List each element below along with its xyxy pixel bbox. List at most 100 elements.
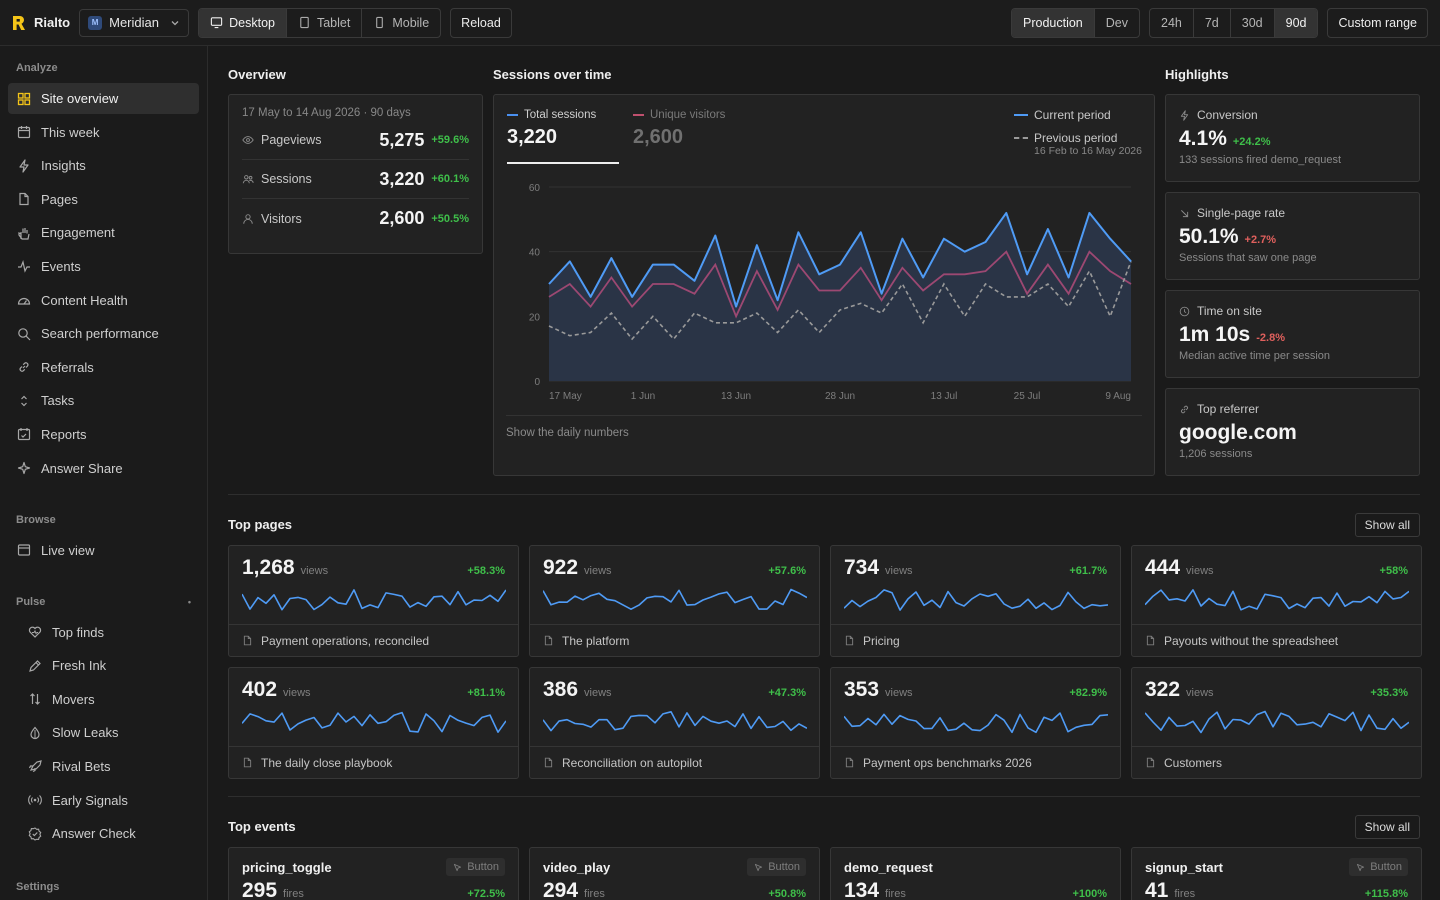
- tab-value: 3,220: [507, 126, 558, 148]
- env-option-production[interactable]: Production: [1012, 8, 1095, 37]
- top-event-card[interactable]: signup_start Button 41 fires +115.8%: [1131, 847, 1422, 900]
- sidebar-item-insights[interactable]: Insights: [8, 150, 199, 181]
- show-daily-numbers-link[interactable]: Show the daily numbers: [506, 427, 629, 439]
- app-logo[interactable]: Rialto: [12, 15, 70, 31]
- highlight-change: +2.7%: [1244, 234, 1277, 246]
- sidebar-item-label: Slow Leaks: [52, 725, 119, 741]
- custom-range-button[interactable]: Custom range: [1327, 7, 1428, 38]
- top-page-card[interactable]: 322 views +35.3% Customers: [1131, 667, 1422, 779]
- sidebar-section-browse: Browse: [16, 513, 56, 526]
- top-page-card[interactable]: 444 views +58% Payouts without the spreads…: [1131, 545, 1422, 657]
- event-fires-value: 294: [543, 879, 579, 900]
- sidebar-item-reports[interactable]: Reports: [8, 419, 199, 450]
- page-views-value: 444: [1145, 556, 1181, 579]
- sidebar-item-engagement[interactable]: Engagement: [8, 217, 199, 248]
- highlight-value: 50.1%: [1179, 225, 1239, 248]
- sidebar-item-tasks[interactable]: Tasks: [8, 385, 199, 416]
- sidebar-item-fresh-ink[interactable]: Fresh Ink: [8, 650, 199, 681]
- overview-row-visitors[interactable]: Visitors 2,600 +50.5%: [242, 199, 469, 238]
- chart-legend: Current period Previous period 16 Feb to…: [1014, 108, 1142, 157]
- top-page-card[interactable]: 353 views +82.9% Payment ops benchmarks 20…: [830, 667, 1121, 779]
- sidebar-item-site-overview[interactable]: Site overview: [8, 83, 199, 114]
- range-option-7d[interactable]: 7d: [1194, 8, 1231, 37]
- highlight-card-conversion[interactable]: Conversion 4.1% +24.2% 133 sessions fired…: [1165, 94, 1420, 182]
- sidebar-item-top-finds[interactable]: Top finds: [8, 617, 199, 648]
- sidebar-item-pages[interactable]: Pages: [8, 184, 199, 215]
- sidebar-item-label: Pages: [41, 191, 78, 207]
- overview-row-pageviews[interactable]: Pageviews 5,275 +59.6%: [242, 121, 469, 160]
- mobile-icon: [376, 16, 384, 29]
- device-option-mobile[interactable]: Mobile: [362, 9, 440, 37]
- top-pages-show-all-button[interactable]: Show all: [1354, 513, 1420, 537]
- range-option-90d[interactable]: 90d: [1274, 8, 1318, 37]
- range-option-30d[interactable]: 30d: [1231, 8, 1275, 37]
- page-title-row: Payment operations, reconciled: [229, 624, 518, 656]
- event-fires-value: 295: [242, 879, 278, 900]
- sessions-chart[interactable]: 0 20 40 60 17 May 1 Jun 13 Jun 28 Jun 13 Jul 25 J…: [494, 175, 1154, 415]
- page-title-row: The platform: [530, 624, 819, 656]
- site-selector[interactable]: M Meridian: [79, 8, 190, 37]
- event-name: pricing_toggle: [242, 860, 332, 875]
- overview-row-sessions[interactable]: Sessions 3,220 +60.1%: [242, 160, 469, 199]
- tablet-icon: [300, 16, 309, 29]
- legend-previous: Previous period: [1034, 131, 1118, 145]
- range-option-24h[interactable]: 24h: [1150, 8, 1194, 37]
- sessions-card: Total sessions 3,220 Unique visitors 2,60…: [493, 94, 1155, 476]
- highlight-value: 4.1%: [1179, 127, 1227, 150]
- event-fires-value: 41: [1145, 879, 1169, 900]
- sidebar-item-referrals[interactable]: Referrals: [8, 352, 199, 383]
- sidebar-item-rival-bets[interactable]: Rival Bets: [8, 751, 199, 782]
- series-swatch: [507, 114, 518, 116]
- sidebar-section-pulse[interactable]: Pulse •: [0, 594, 207, 610]
- overview-value: 5,275: [379, 129, 425, 150]
- sidebar-item-early-signals[interactable]: Early Signals: [8, 785, 199, 816]
- sidebar-item-search-performance[interactable]: Search performance: [8, 318, 199, 349]
- event-change: +115.8%: [1364, 888, 1408, 900]
- highlight-change: +24.2%: [1232, 136, 1271, 148]
- sidebar-item-events[interactable]: Events: [8, 251, 199, 282]
- pulse-icon: [18, 260, 30, 274]
- page-title: Payouts without the spreadsheet: [1164, 633, 1339, 648]
- page-title-row: Payment ops benchmarks 2026: [831, 746, 1120, 778]
- sidebar-item-this-week[interactable]: This week: [8, 117, 199, 148]
- page-icon: [1146, 635, 1155, 646]
- sidebar-item-content-health[interactable]: Content Health: [8, 285, 199, 316]
- sessions-tab-unique-visitors[interactable]: Unique visitors 2,600: [633, 109, 745, 164]
- sidebar-item-live-view[interactable]: Live view: [8, 535, 199, 566]
- highlight-card-time-on-site[interactable]: Time on site 1m 10s -2.8% Median active t…: [1165, 290, 1420, 378]
- top-events-show-all-button[interactable]: Show all: [1354, 815, 1420, 839]
- sessions-title: Sessions over time: [493, 67, 612, 82]
- rocket-icon: [28, 760, 42, 773]
- sidebar-item-movers[interactable]: Movers: [8, 684, 199, 715]
- device-option-tablet[interactable]: Tablet: [287, 8, 363, 37]
- sessions-tab-total-sessions[interactable]: Total sessions 3,220: [507, 109, 619, 164]
- sidebar-item-label: Rival Bets: [52, 758, 111, 774]
- page-title: Reconciliation on autopilot: [562, 755, 703, 770]
- top-page-card[interactable]: 734 views +61.7% Pricing: [830, 545, 1121, 657]
- sidebar-item-answer-check[interactable]: Answer Check: [8, 818, 199, 849]
- site-name: Meridian: [109, 15, 159, 30]
- device-option-desktop[interactable]: Desktop: [199, 8, 287, 37]
- page-icon: [243, 635, 252, 646]
- sidebar-item-answer-share[interactable]: Answer Share: [8, 453, 199, 484]
- top-page-card[interactable]: 922 views +57.6% The platform: [529, 545, 820, 657]
- page-icon: [845, 635, 854, 646]
- page-title: Payment operations, reconciled: [261, 633, 430, 648]
- reload-button[interactable]: Reload: [450, 7, 512, 38]
- highlight-card-single-page-rate[interactable]: Single-page rate 50.1% +2.7% Sessions tha…: [1165, 192, 1420, 280]
- range-switcher: 24h 7d 30d 90d: [1149, 7, 1319, 38]
- top-page-card[interactable]: 1,268 views +58.3% Payment operations, rec…: [228, 545, 519, 657]
- link-icon: [19, 362, 29, 373]
- highlight-subtext: 133 sessions fired demo_request: [1179, 154, 1342, 166]
- env-option-dev[interactable]: Dev: [1105, 15, 1128, 30]
- highlight-change: -2.8%: [1256, 332, 1285, 344]
- page-views-value: 353: [844, 678, 880, 701]
- highlight-card-top-referrer[interactable]: Top referrer google.com 1,206 sessions: [1165, 388, 1420, 476]
- collapse-dot-icon[interactable]: •: [187, 596, 191, 607]
- top-event-card[interactable]: demo_request 134 fires +100%: [830, 847, 1121, 900]
- sidebar-item-slow-leaks[interactable]: Slow Leaks: [8, 717, 199, 748]
- top-page-card[interactable]: 402 views +81.1% The daily close playbook: [228, 667, 519, 779]
- top-event-card[interactable]: pricing_toggle Button 295 fires +72.5%: [228, 847, 519, 900]
- top-event-card[interactable]: video_play Button 294 fires +50.8%: [529, 847, 820, 900]
- top-page-card[interactable]: 386 views +47.3% Reconciliation on autopil…: [529, 667, 820, 779]
